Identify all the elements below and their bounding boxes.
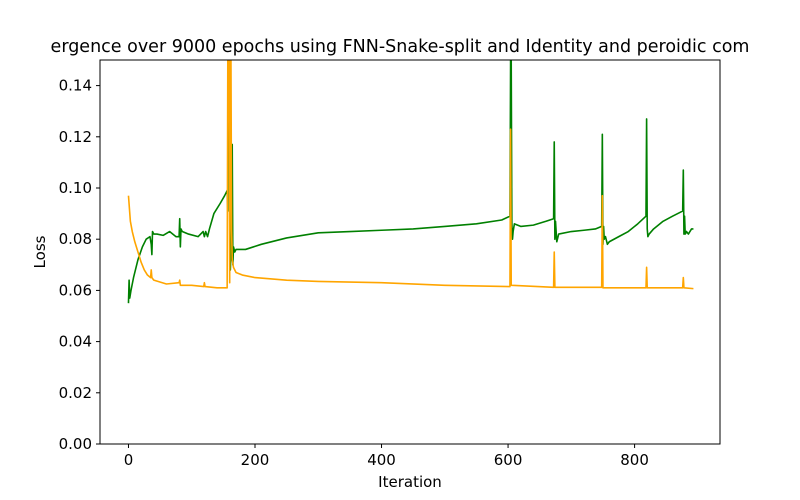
y-tick-label: 0.12 (59, 128, 92, 146)
y-tick-label: 0.06 (59, 281, 92, 299)
chart-title: ergence over 9000 epochs using FNN-Snake… (51, 37, 750, 57)
series-line-2 (127, 60, 694, 290)
plot-frame (99, 59, 721, 445)
y-tick-label: 0.04 (59, 333, 92, 351)
y-tick-label: 0.14 (59, 77, 92, 95)
x-axis: 0 200 400 600 800 (124, 444, 649, 469)
x-tick-label: 0 (124, 451, 134, 469)
plot-area (99, 59, 721, 445)
y-tick-label: 0.10 (59, 179, 92, 197)
y-axis-label: Loss (31, 235, 49, 268)
x-tick-label: 800 (620, 451, 649, 469)
y-tick-label: 0.00 (59, 435, 92, 453)
x-tick-label: 400 (367, 451, 396, 469)
series-line-1 (127, 60, 694, 304)
x-tick-label: 200 (241, 451, 270, 469)
y-tick-label: 0.02 (59, 384, 92, 402)
y-axis: 0.00 0.02 0.04 0.06 0.08 0.10 0.12 0.14 (59, 77, 100, 453)
y-tick-label: 0.08 (59, 230, 92, 248)
x-tick-label: 600 (494, 451, 523, 469)
x-axis-label: Iteration (378, 473, 442, 491)
series-layer (127, 60, 694, 304)
